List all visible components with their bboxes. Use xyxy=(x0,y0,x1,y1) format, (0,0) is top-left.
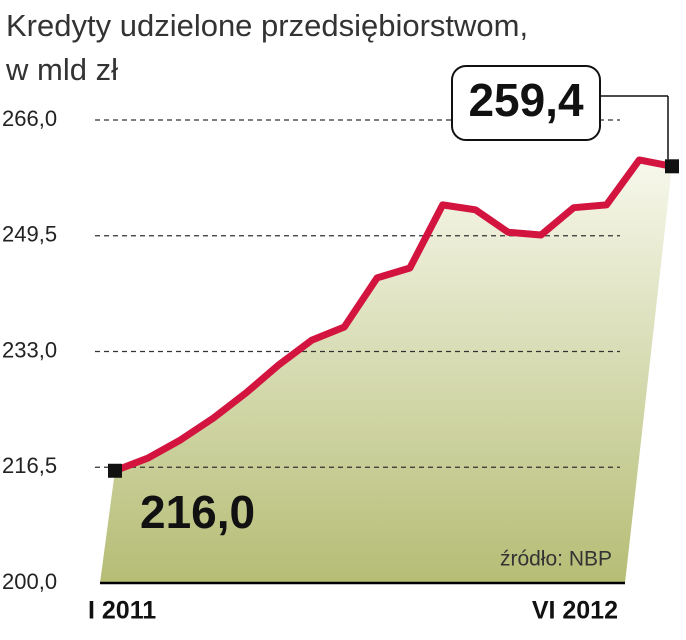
y-tick-label: 266,0 xyxy=(2,106,57,131)
end-marker xyxy=(665,159,679,174)
y-tick-label: 216,5 xyxy=(2,453,57,478)
value-label: 259,4 xyxy=(468,74,584,126)
y-tick-label: 249,5 xyxy=(2,222,57,247)
y-tick-label: 233,0 xyxy=(2,337,57,362)
data-line xyxy=(113,156,673,475)
y-tick-label: 200,0 xyxy=(2,569,57,594)
x-tick-label: I 2011 xyxy=(88,597,156,625)
chart-title: Kredyty udzielone przedsiębiorstwom, xyxy=(6,8,528,43)
chart-subtitle: w mld zł xyxy=(5,52,118,87)
x-tick-label: VI 2012 xyxy=(532,597,618,625)
callout-box xyxy=(451,65,601,141)
source: źródło: NBP xyxy=(500,548,612,571)
end-marker xyxy=(108,463,122,478)
area-fill xyxy=(100,159,672,583)
value-label: 216,0 xyxy=(140,486,255,538)
